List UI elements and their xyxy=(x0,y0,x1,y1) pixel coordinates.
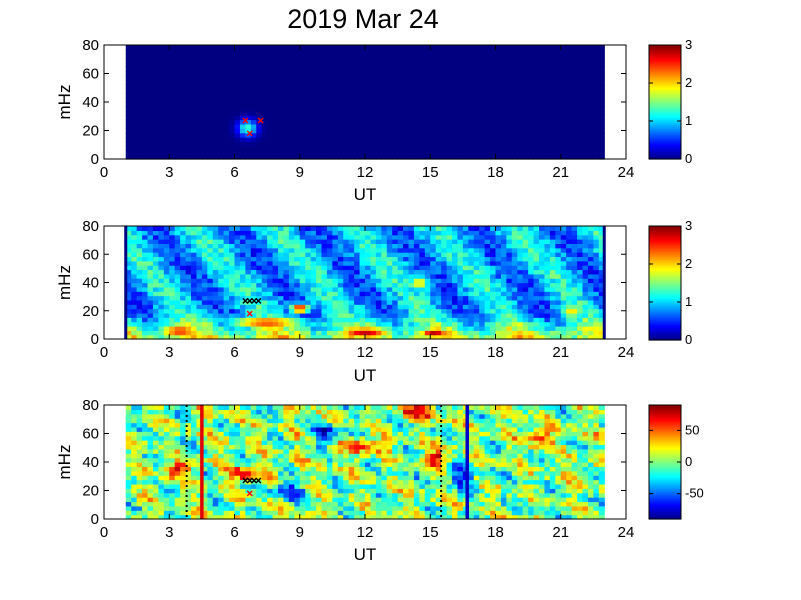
colorbar-middle: 0 1 2 3 xyxy=(648,218,692,347)
marker-2 xyxy=(251,297,258,304)
y-tick-label: 20 xyxy=(82,483,99,500)
heatmap-middle xyxy=(125,226,605,340)
y-tick-label: 60 xyxy=(82,246,99,263)
colorbar-tick-label: 0 xyxy=(685,151,692,166)
marker-1 xyxy=(246,297,253,304)
marker-3 xyxy=(255,477,262,484)
x-tick-label: 21 xyxy=(552,164,569,181)
x-tick-label: 21 xyxy=(552,344,569,361)
colorbar-bottom: 50 0 -50 xyxy=(648,404,704,520)
colorbar-tick-label: 3 xyxy=(685,37,692,52)
x-axis-label: UT xyxy=(354,545,377,564)
colorbar-tick-label: 2 xyxy=(685,256,692,271)
y-tick-label: 80 xyxy=(82,218,99,235)
x-tick-label: 12 xyxy=(357,164,374,181)
marker-4 xyxy=(246,310,253,317)
colorbar-tick-label: 0 xyxy=(685,454,692,469)
x-tick-label: 3 xyxy=(165,164,173,181)
x-tick-label: 0 xyxy=(100,164,108,181)
marker-4 xyxy=(246,490,253,497)
heatmap-bottom xyxy=(125,405,605,520)
marker-1 xyxy=(246,477,253,484)
marker-2 xyxy=(251,477,258,484)
y-tick-label: 40 xyxy=(82,275,99,292)
x-tick-label: 24 xyxy=(618,164,635,181)
marker-3 xyxy=(255,297,262,304)
heatmap-top xyxy=(125,45,605,160)
colorbar-tick-label: -50 xyxy=(685,486,704,501)
x-axis-label: UT xyxy=(354,185,377,204)
marker-0 xyxy=(242,297,249,304)
marker-2 xyxy=(246,130,253,137)
marker-0 xyxy=(242,117,249,124)
x-tick-label: 6 xyxy=(230,344,238,361)
x-tick-label: 6 xyxy=(230,164,238,181)
x-tick-label: 24 xyxy=(618,524,635,541)
y-tick-label: 60 xyxy=(82,66,99,83)
colorbar-top: 0 1 2 3 xyxy=(648,37,692,166)
x-tick-label: 9 xyxy=(296,164,304,181)
y-tick-label: 0 xyxy=(91,511,99,528)
colorbar-tick-label: 0 xyxy=(685,332,692,347)
y-axis-label: mHz xyxy=(55,85,74,120)
x-tick-label: 18 xyxy=(487,164,504,181)
x-tick-label: 18 xyxy=(487,524,504,541)
y-axis-label: mHz xyxy=(55,445,74,480)
x-tick-label: 15 xyxy=(422,524,439,541)
colorbar-tick-label: 1 xyxy=(685,113,692,128)
y-tick-label: 40 xyxy=(82,94,99,111)
x-tick-label: 3 xyxy=(165,524,173,541)
x-tick-label: 9 xyxy=(296,344,304,361)
y-tick-label: 0 xyxy=(91,151,99,168)
x-tick-label: 24 xyxy=(618,344,635,361)
marker-0 xyxy=(242,477,249,484)
marker-1 xyxy=(257,117,264,124)
x-tick-label: 18 xyxy=(487,344,504,361)
y-tick-label: 80 xyxy=(82,397,99,414)
x-tick-label: 15 xyxy=(422,344,439,361)
x-tick-label: 12 xyxy=(357,344,374,361)
y-tick-label: 20 xyxy=(82,303,99,320)
x-tick-label: 15 xyxy=(422,164,439,181)
x-tick-label: 6 xyxy=(230,524,238,541)
colorbar-tick-label: 1 xyxy=(685,294,692,309)
y-tick-label: 80 xyxy=(82,37,99,54)
x-tick-label: 21 xyxy=(552,524,569,541)
colorbar-tick-label: 2 xyxy=(685,75,692,90)
colorbar-tick-label: 50 xyxy=(685,422,699,437)
x-tick-label: 3 xyxy=(165,344,173,361)
x-axis-label: UT xyxy=(354,366,377,385)
x-tick-label: 0 xyxy=(100,524,108,541)
x-tick-label: 0 xyxy=(100,344,108,361)
x-tick-label: 12 xyxy=(357,524,374,541)
y-tick-label: 40 xyxy=(82,454,99,471)
figure-title: 2019 Mar 24 xyxy=(287,4,439,34)
y-axis-label: mHz xyxy=(55,265,74,300)
x-tick-label: 9 xyxy=(296,524,304,541)
y-tick-label: 0 xyxy=(91,331,99,348)
y-tick-label: 20 xyxy=(82,123,99,140)
y-tick-label: 60 xyxy=(82,426,99,443)
colorbar-tick-label: 3 xyxy=(685,218,692,233)
panel-bottom: 0 3 6 9 12 15 18 21 24 0 20 40 60 80 UT mHz 50 0 -50 xyxy=(55,397,704,564)
